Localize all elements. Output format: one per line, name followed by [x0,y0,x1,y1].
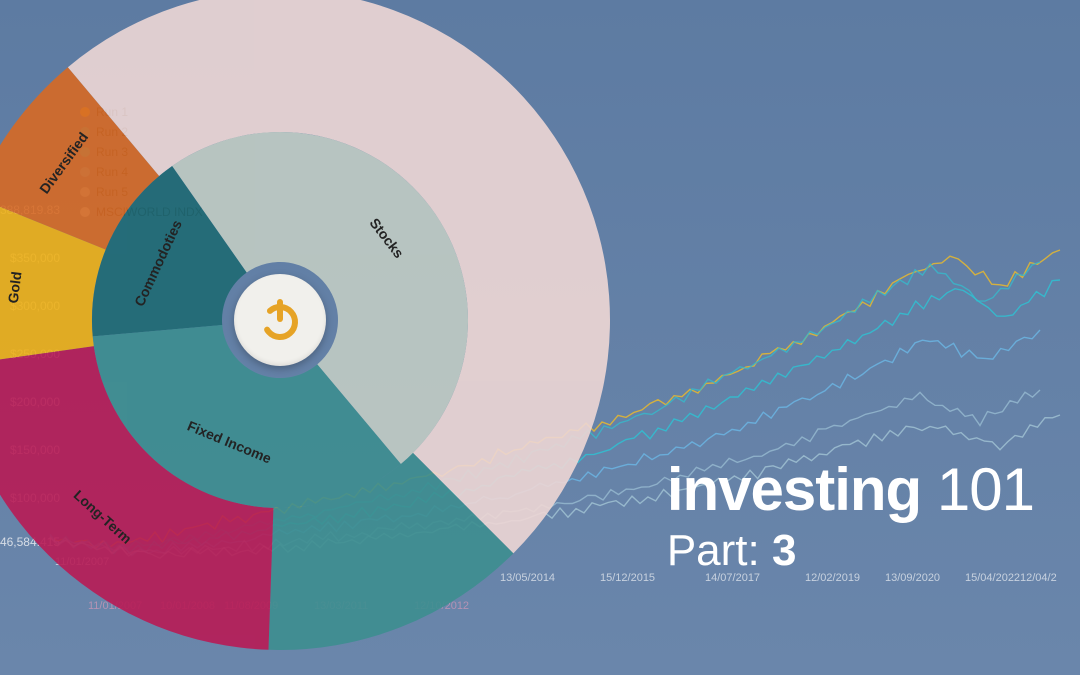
investing-101-infographic: $388,819.83$350,000$300,000$250,000$200,… [0,0,1080,675]
title-line-1: investing 101 [667,460,1034,520]
title-line-2: Part: 3 [667,526,1034,576]
title-block: investing 101 Part: 3 [667,460,1034,576]
title-part-prefix: Part: [667,526,772,575]
title-bold: investing [667,456,921,523]
title-part-number: 3 [772,526,796,575]
power-icon [234,274,326,366]
title-light: 101 [921,456,1034,523]
